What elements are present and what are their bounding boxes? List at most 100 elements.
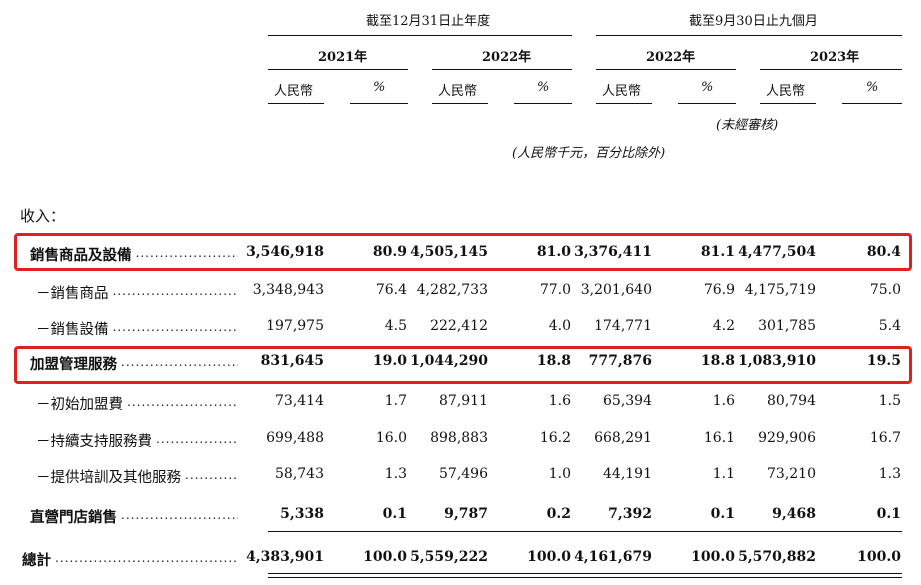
cell-percent: 16.2 [539, 430, 571, 446]
col-pct-1: % [373, 80, 386, 95]
cell-percent: 100.0 [857, 549, 901, 565]
cell-amount: 57,496 [439, 466, 488, 482]
cell-percent: 1.6 [548, 393, 571, 409]
cell-percent: 0.1 [876, 506, 901, 522]
total-rule-1 [268, 573, 902, 574]
cell-percent: 77.0 [539, 282, 571, 298]
row-label: 加盟管理服務 [30, 356, 117, 373]
row-label: －初始加盟費 [36, 397, 123, 413]
cell-amount: 301,785 [758, 318, 816, 334]
col-pct-2: % [537, 80, 550, 95]
cell-percent: 5.4 [878, 318, 901, 334]
year-2022a: 2022年 [482, 50, 532, 65]
year-2021-rule [268, 69, 408, 70]
cell-percent: 1.0 [548, 466, 571, 482]
cell-percent: 19.5 [866, 353, 901, 369]
dot-leader: ........................................… [121, 355, 238, 369]
year-2022b-rule [596, 69, 736, 70]
cell-percent: 16.7 [869, 430, 901, 446]
cell-amount: 9,468 [772, 506, 816, 522]
cell-percent: 80.4 [866, 244, 901, 260]
cell-percent: 0.1 [382, 506, 407, 522]
cell-amount: 73,210 [767, 466, 816, 482]
col-pct-4: % [866, 80, 879, 95]
dot-leader: ........................................… [156, 432, 238, 446]
cell-amount: 4,282,733 [416, 282, 488, 298]
dot-leader: ........................................… [112, 320, 239, 334]
cell-amount: 5,559,222 [410, 549, 488, 565]
cell-amount: 222,412 [430, 318, 488, 334]
section-label-revenue: 收入： [20, 207, 66, 225]
col-pct-4-rule [842, 103, 902, 104]
cell-percent: 18.8 [700, 353, 735, 369]
cell-percent: 75.0 [869, 282, 901, 298]
row-label: －提供培訓及其他服務 [36, 470, 181, 486]
cell-percent: 76.9 [703, 282, 735, 298]
cell-percent: 1.3 [878, 466, 901, 482]
cell-amount: 1,044,290 [410, 353, 488, 369]
header-group-ninemonth-rule [596, 35, 902, 36]
col-pct-2-rule [514, 103, 572, 104]
row-label: －持續支持服務費 [36, 434, 152, 450]
year-2023: 2023年 [810, 50, 860, 65]
cell-amount: 80,794 [767, 393, 816, 409]
cell-amount: 929,906 [758, 430, 816, 446]
cell-percent: 0.1 [710, 506, 735, 522]
highlight-box-goods-equipment [14, 233, 912, 271]
col-pct-1-rule [350, 103, 408, 104]
cell-percent: 0.2 [546, 506, 571, 522]
cell-amount: 65,394 [603, 393, 652, 409]
cell-percent: 16.1 [703, 430, 735, 446]
cell-percent: 100.0 [363, 549, 407, 565]
total-rule-2 [268, 577, 902, 578]
year-2022a-rule [432, 69, 572, 70]
dot-leader: ........................................… [112, 284, 239, 298]
col-rmb-4: 人民幣 [766, 84, 806, 99]
cell-amount: 898,883 [430, 430, 488, 446]
cell-amount: 777,876 [588, 353, 652, 369]
cell-amount: 5,338 [280, 506, 324, 522]
year-2021: 2021年 [318, 50, 368, 65]
dot-leader: ........................................… [127, 395, 238, 409]
cell-amount: 7,392 [608, 506, 652, 522]
cell-amount: 3,201,640 [580, 282, 652, 298]
cell-amount: 4,505,145 [410, 244, 488, 260]
cell-percent: 1.7 [384, 393, 407, 409]
subtotal-rule [268, 531, 902, 532]
dot-leader: ........................................… [55, 551, 238, 565]
header-group-annual-rule [268, 35, 572, 36]
year-2023-rule [760, 69, 902, 70]
cell-amount: 1,083,910 [738, 353, 816, 369]
unit-note: (人民幣千元，百分比除外) [512, 146, 666, 161]
cell-percent: 80.9 [372, 244, 407, 260]
cell-amount: 3,546,918 [246, 244, 324, 260]
cell-amount: 174,771 [594, 318, 652, 334]
cell-percent: 16.0 [375, 430, 407, 446]
col-pct-3-rule [678, 103, 736, 104]
cell-percent: 76.4 [375, 282, 407, 298]
cell-percent: 100.0 [527, 549, 571, 565]
col-rmb-1-rule [268, 103, 324, 104]
cell-amount: 668,291 [594, 430, 652, 446]
cell-amount: 44,191 [603, 466, 652, 482]
cell-percent: 1.3 [384, 466, 407, 482]
cell-amount: 3,376,411 [574, 244, 652, 260]
cell-percent: 19.0 [372, 353, 407, 369]
row-label: －銷售設備 [36, 322, 109, 338]
row-label: 銷售商品及設備 [30, 247, 132, 264]
cell-amount: 197,975 [266, 318, 324, 334]
dot-leader: ........................................… [121, 508, 238, 522]
col-rmb-4-rule [760, 103, 816, 104]
cell-percent: 100.0 [691, 549, 735, 565]
unaudited-note: (未經審核) [716, 118, 779, 133]
col-rmb-2-rule [432, 103, 488, 104]
cell-percent: 81.0 [536, 244, 571, 260]
cell-amount: 58,743 [275, 466, 324, 482]
cell-percent: 81.1 [700, 244, 735, 260]
cell-amount: 3,348,943 [252, 282, 324, 298]
cell-amount: 4,161,679 [574, 549, 652, 565]
cell-percent: 18.8 [536, 353, 571, 369]
cell-amount: 4,383,901 [246, 549, 324, 565]
cell-percent: 4.5 [384, 318, 407, 334]
col-rmb-2: 人民幣 [438, 84, 478, 99]
